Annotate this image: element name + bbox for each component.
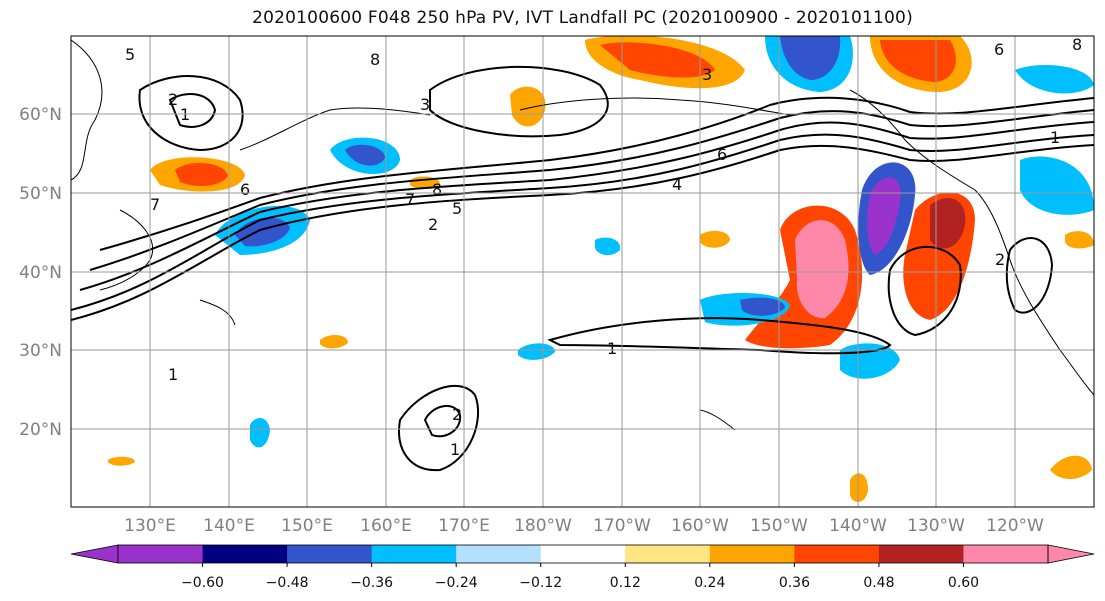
- positive-anomaly: [1065, 231, 1094, 249]
- colorbar-segment: [963, 545, 1049, 563]
- lat-label: 50°N: [19, 184, 62, 204]
- negative-anomaly-core: [345, 144, 385, 166]
- colorbar-tick-label: −0.60: [181, 575, 224, 591]
- contour-label: 6: [717, 145, 727, 164]
- lat-label: 40°N: [19, 263, 62, 283]
- negative-anomaly-core: [740, 297, 785, 316]
- positive-anomaly-core: [880, 40, 956, 82]
- colorbar-segment: [118, 545, 204, 563]
- positive-anomaly-core: [795, 220, 849, 319]
- contour-label: 6: [240, 180, 250, 199]
- negative-anomaly-core: [867, 177, 901, 255]
- colorbar-tick-label: 0.12: [610, 575, 641, 591]
- lon-label: 140°W: [829, 516, 887, 536]
- colorbar-tick-label: 0.48: [863, 575, 894, 591]
- pv-contours: [71, 65, 1094, 472]
- colorbar-segment: [456, 545, 542, 563]
- lon-label: 150°E: [281, 516, 333, 536]
- negative-anomaly: [595, 237, 621, 256]
- colorbar-ticks: −0.60 −0.48 −0.36 −0.24 −0.12 0.12 0.24 …: [181, 575, 979, 591]
- colorbar-segment: [878, 545, 964, 563]
- colorbar-extend-high: [1047, 544, 1095, 564]
- colorbar-segment: [287, 545, 373, 563]
- lon-label: 160°W: [671, 516, 729, 536]
- colorbar-tick-label: 0.24: [694, 575, 725, 591]
- negative-anomaly-core: [780, 36, 841, 80]
- lon-label: 170°E: [438, 516, 490, 536]
- colorbar-tick-label: 0.36: [779, 575, 810, 591]
- contour-label: 8: [370, 50, 380, 69]
- colorbar-segment: [625, 545, 711, 563]
- contour-label: 1: [168, 365, 178, 384]
- lon-label: 130°W: [907, 516, 965, 536]
- colorbar-segment: [202, 545, 288, 563]
- map-frame: [70, 35, 1095, 508]
- positive-anomaly: [510, 86, 546, 127]
- latitude-labels: 60°N 50°N 40°N 30°N 20°N: [19, 105, 62, 440]
- negative-anomaly: [518, 343, 555, 360]
- gridlines: [71, 36, 1094, 507]
- colorbar-tick-label: −0.24: [435, 575, 478, 591]
- chart-title: 2020100600 F048 250 hPa PV, IVT Landfall…: [252, 8, 913, 28]
- positive-anomaly: [108, 456, 135, 466]
- colorbar-tick-label: −0.36: [350, 575, 393, 591]
- lon-label: 150°W: [750, 516, 808, 536]
- colorbar-tick-label: 0.60: [948, 575, 979, 591]
- longitude-labels: 130°E 140°E 150°E 160°E 170°E 180°W 170°…: [124, 516, 1044, 536]
- lat-label: 60°N: [19, 105, 62, 125]
- lon-label: 170°W: [593, 516, 651, 536]
- colorbar-segment: [371, 545, 457, 563]
- contour-label: 4: [672, 175, 682, 194]
- contour-label: 2: [995, 250, 1005, 269]
- contour-label: 2: [168, 90, 178, 109]
- positive-anomaly: [700, 230, 730, 248]
- contour-label: 1: [1050, 128, 1060, 147]
- lat-label: 20°N: [19, 420, 62, 440]
- colorbar-tick-label: −0.12: [519, 575, 562, 591]
- colorbar-segment: [709, 545, 795, 563]
- contour-label: 8: [1072, 35, 1082, 54]
- negative-anomaly: [1020, 156, 1094, 215]
- lon-label: 140°E: [203, 516, 255, 536]
- lon-label: 160°E: [360, 516, 412, 536]
- positive-anomaly: [1050, 455, 1092, 479]
- contour-label: 7: [405, 190, 415, 209]
- contour-label: 2: [428, 215, 438, 234]
- positive-anomaly-core: [600, 42, 715, 78]
- contour-label: 1: [607, 339, 617, 358]
- colorbar-outline: [117, 544, 1049, 564]
- positive-anomaly-core: [930, 197, 966, 249]
- contour-label: 2: [452, 405, 462, 424]
- contour-label: 8: [432, 180, 442, 199]
- colorbar-tick-label: −0.48: [266, 575, 309, 591]
- colorbar-segment: [540, 545, 626, 563]
- colorbar-extend-low: [70, 544, 119, 564]
- contour-label: 1: [450, 440, 460, 459]
- contour-label: 3: [702, 65, 712, 84]
- colorbar-segment: [794, 545, 880, 563]
- positive-anomaly-core: [175, 162, 228, 186]
- lon-label: 180°W: [514, 516, 572, 536]
- contour-label: 5: [452, 199, 462, 218]
- contour-label: 6: [994, 40, 1004, 59]
- contour-labels: 5 6 8 1 2 3 7 8 6 4 7 5 2 1 6 3 8 1 2 1 …: [125, 35, 1082, 459]
- negative-anomaly: [250, 418, 270, 448]
- contour-label: 5: [125, 45, 135, 64]
- map-content: 5 6 8 1 2 3 7 8 6 4 7 5 2 1 6 3 8 1 2 1 …: [71, 35, 1094, 507]
- contour-label: 3: [420, 95, 430, 114]
- contour-label: 7: [150, 195, 160, 214]
- colorbar: [70, 544, 1095, 567]
- lon-label: 120°W: [986, 516, 1044, 536]
- lat-label: 30°N: [19, 341, 62, 361]
- positive-anomaly: [320, 334, 348, 349]
- positive-anomaly: [850, 473, 868, 502]
- lon-label: 130°E: [124, 516, 176, 536]
- negative-anomaly: [1015, 65, 1094, 94]
